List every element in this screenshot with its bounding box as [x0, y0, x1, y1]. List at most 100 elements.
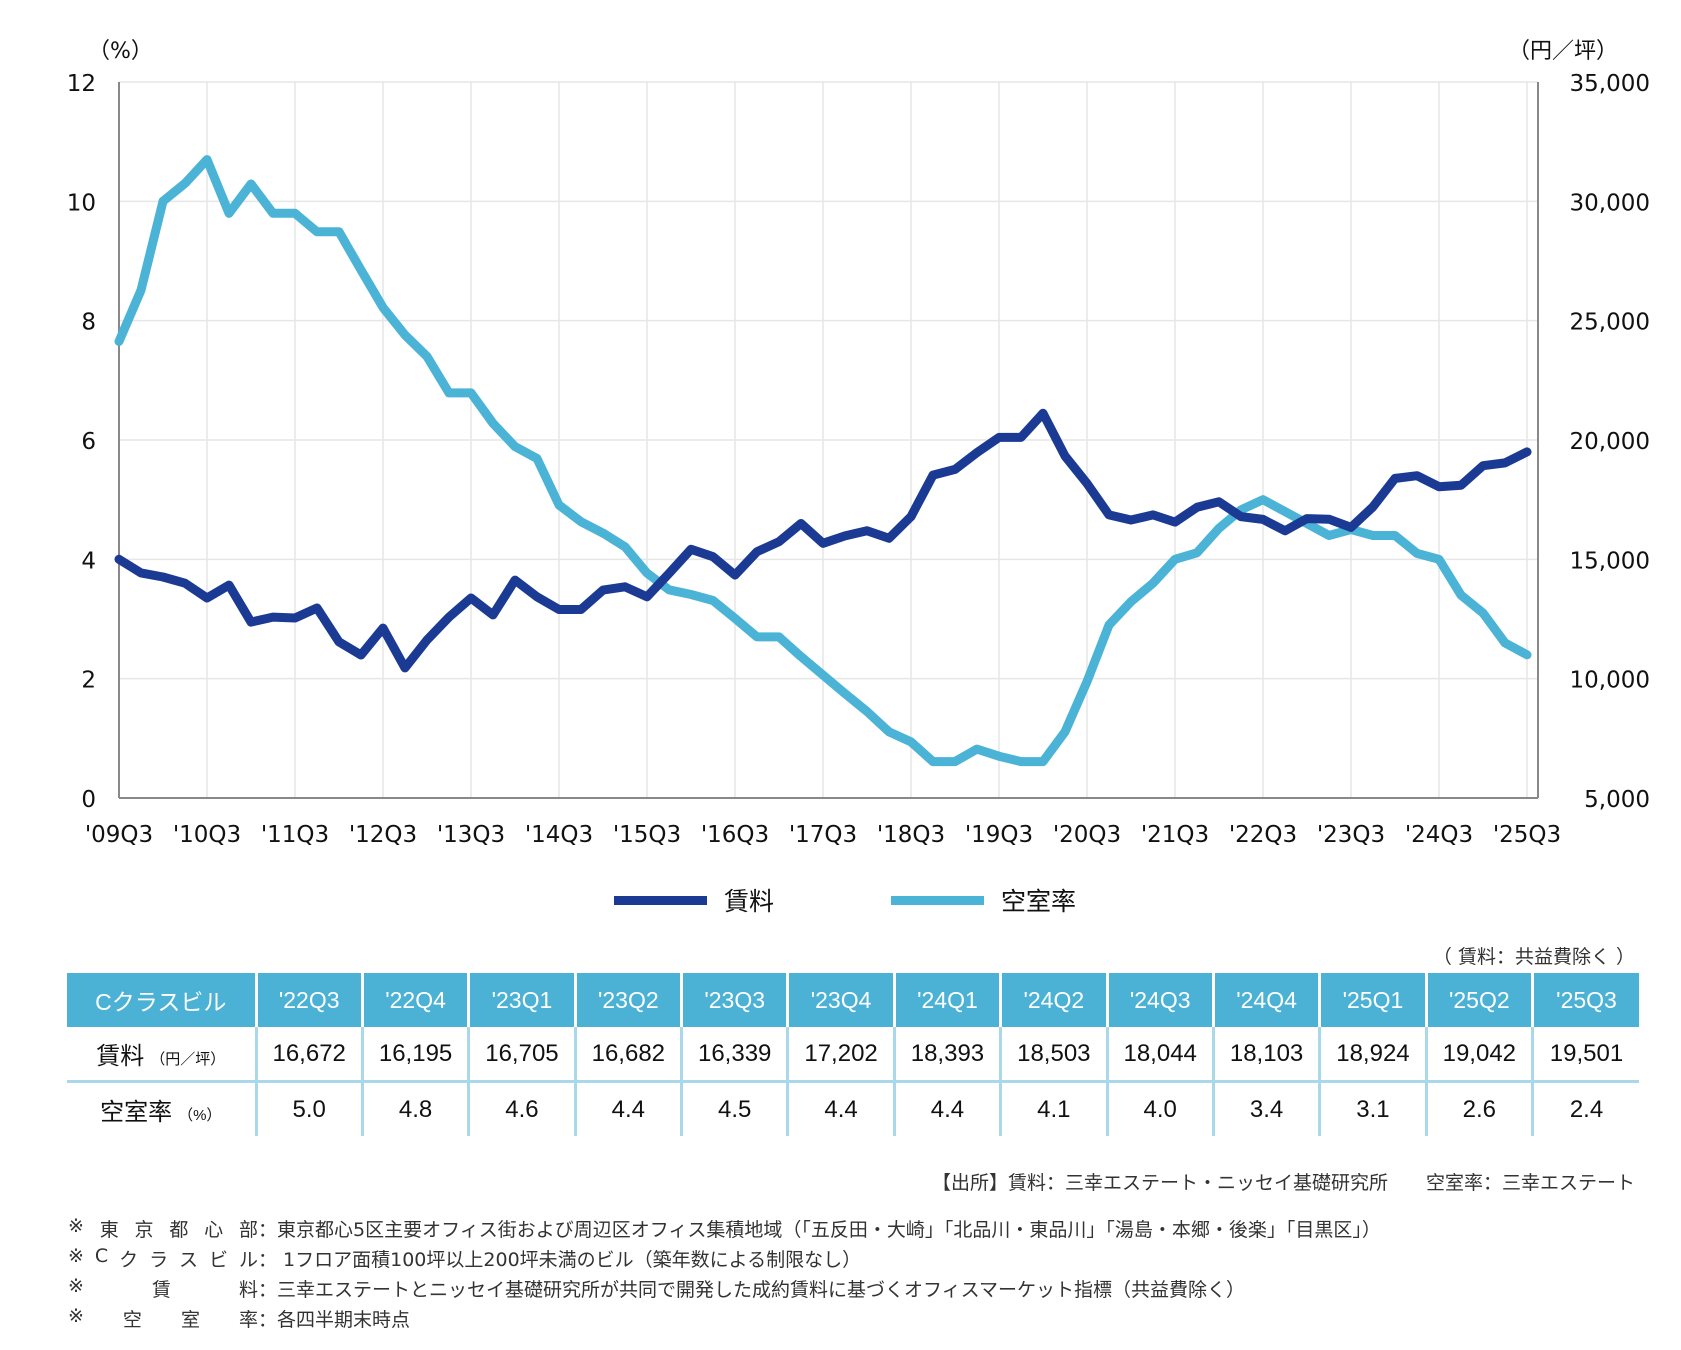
table-cell: 2.4	[1531, 1081, 1639, 1136]
footnote-text: ： 1フロア面積100坪以上200坪未満のビル（築年数による制限なし）	[258, 1248, 862, 1271]
table-column-header: '23Q1	[467, 973, 576, 1027]
table-cell: 4.4	[786, 1081, 895, 1136]
table-cell: 3.1	[1318, 1081, 1427, 1136]
table-cell: 16,195	[360, 1027, 469, 1083]
table-column-header: '22Q3	[254, 973, 363, 1027]
table-row-label: 空室率 （%）	[67, 1082, 256, 1137]
series-lines	[114, 155, 1532, 767]
table-cell: 19,042	[1424, 1027, 1533, 1083]
table-column-header: '25Q1	[1318, 973, 1427, 1027]
x-axis-tick-label: '24Q3	[1405, 822, 1473, 848]
row-unit-text: （%）	[178, 1107, 222, 1124]
x-axis-tick-label: '14Q3	[525, 822, 593, 848]
rent-vacancy-chart: 0 2 4 6 8 10 12 5,000 10,000 15,000 20,000 25,000 3…	[67, 39, 1650, 848]
legend-item-vacancy: 空室率	[891, 882, 1076, 918]
data-table: Cクラスビル '22Q3'22Q4'23Q1'23Q2'23Q3'23Q4'24…	[67, 973, 1639, 1136]
left-axis-tick-label: 12	[67, 71, 96, 97]
legend-label-vacancy: 空室率	[1001, 887, 1077, 916]
left-axis-tick-label: 0	[81, 787, 96, 813]
legend-swatch-vacancy	[891, 895, 984, 905]
table-column-header: '24Q2	[999, 973, 1107, 1027]
table-column-header: '22Q4	[360, 973, 469, 1027]
right-axis-tick-label: 30,000	[1570, 190, 1650, 216]
x-axis-tick-label: '10Q3	[173, 822, 241, 848]
x-axis-tick-label: '13Q3	[437, 822, 505, 848]
x-axis-tick-label: '20Q3	[1053, 822, 1121, 848]
table-column-header: '25Q3	[1531, 973, 1639, 1027]
legend-label-rent: 賃料	[724, 887, 775, 916]
x-axis-ticks: '09Q3 '10Q3 '11Q3 '12Q3 '13Q3 '14Q3 '15Q3 '16Q3…	[85, 822, 1561, 848]
table-cell: 4.6	[467, 1081, 576, 1136]
x-axis-tick-label: '18Q3	[877, 822, 945, 848]
x-axis-tick-label: '22Q3	[1229, 822, 1297, 848]
table-cell: 18,044	[1105, 1027, 1214, 1083]
table-cell: 16,339	[679, 1027, 788, 1083]
table-cell: 16,672	[254, 1027, 363, 1083]
x-axis-tick-label: '15Q3	[613, 822, 681, 848]
right-axis-tick-label: 10,000	[1570, 668, 1650, 694]
footnote-key: ※ 東京都心部	[68, 1214, 258, 1241]
row-label-text: 賃料	[96, 1043, 145, 1070]
right-axis-tick-label: 20,000	[1570, 429, 1650, 455]
table-cell: 19,501	[1531, 1027, 1639, 1083]
footnotes: ※ 東京都心部：東京都心5区主要オフィス街および周辺区オフィス集積地域（「五反田・…	[68, 1213, 1381, 1333]
footnote: ※ 東京都心部：東京都心5区主要オフィス街および周辺区オフィス集積地域（「五反田・…	[68, 1213, 1381, 1243]
table-cell: 18,103	[1211, 1027, 1320, 1083]
table-column-header: '23Q2	[573, 973, 682, 1027]
right-axis-tick-label: 15,000	[1570, 548, 1650, 574]
table-cell: 2.6	[1424, 1081, 1533, 1136]
table-cell: 4.1	[999, 1081, 1107, 1136]
table-column-header: '23Q4	[786, 973, 895, 1027]
table-column-header: '25Q2	[1424, 973, 1533, 1027]
table-cell: 18,393	[892, 1027, 1001, 1083]
table-cell: 3.4	[1211, 1081, 1320, 1136]
source-note: 【出所】賃料：三幸エステート・ニッセイ基礎研究所 空室率：三幸エステート	[931, 1172, 1635, 1194]
x-axis-tick-label: '19Q3	[965, 822, 1033, 848]
right-axis-tick-label: 25,000	[1570, 310, 1650, 336]
footnote-text: ：三幸エステートとニッセイ基礎研究所が共同で開発した成約賃料に基づくオフィスマー…	[258, 1278, 1246, 1301]
right-axis-tick-label: 35,000	[1570, 71, 1650, 97]
table-corner-header: Cクラスビル	[67, 973, 256, 1027]
left-axis-tick-label: 10	[67, 190, 96, 216]
table-cell: 16,705	[467, 1027, 576, 1083]
x-axis-tick-label: '12Q3	[349, 822, 417, 848]
x-axis-tick-label: '16Q3	[701, 822, 769, 848]
table-cell: 18,924	[1318, 1027, 1427, 1083]
right-axis-ticks: 5,000 10,000 15,000 20,000 25,000 30,000 35,00…	[1570, 71, 1650, 813]
footnote: ※ 賃料：三幸エステートとニッセイ基礎研究所が共同で開発した成約賃料に基づくオフィ…	[68, 1273, 1381, 1303]
table-cell: 5.0	[254, 1081, 363, 1136]
x-axis-tick-label: '17Q3	[789, 822, 857, 848]
row-unit-text: （円／坪）	[150, 1051, 226, 1068]
table-cell: 18,503	[999, 1027, 1107, 1083]
legend-item-rent: 賃料	[614, 882, 774, 918]
table-cell: 17,202	[786, 1027, 895, 1083]
footnote-text: ：各四半期末時点	[258, 1308, 411, 1331]
table-note: （ 賃料：共益費除く ）	[1432, 946, 1635, 968]
table-cell: 4.8	[360, 1081, 469, 1136]
legend-swatch-rent	[614, 895, 707, 905]
x-axis-tick-label: '09Q3	[85, 822, 153, 848]
table-cell: 4.5	[679, 1081, 788, 1136]
table-cell: 4.4	[573, 1081, 682, 1136]
x-axis-tick-label: '11Q3	[261, 822, 329, 848]
table-row-label: 賃料 （円／坪）	[67, 1027, 256, 1083]
table-column-header: '24Q4	[1211, 973, 1320, 1027]
left-axis-tick-label: 4	[81, 548, 96, 574]
footnote-key: ※ 賃料	[68, 1274, 258, 1301]
table-column-header: '23Q3	[679, 973, 788, 1027]
x-axis-tick-label: '25Q3	[1493, 822, 1561, 848]
left-axis-tick-label: 2	[81, 668, 96, 694]
table-column-header: '24Q1	[892, 973, 1001, 1027]
grid-lines	[119, 81, 1538, 799]
footnote-key: ※ 空室率	[68, 1304, 258, 1331]
right-axis-tick-label: 5,000	[1584, 787, 1650, 813]
x-axis-tick-label: '23Q3	[1317, 822, 1385, 848]
table-cell: 4.0	[1105, 1081, 1214, 1136]
left-axis-ticks: 0 2 4 6 8 10 12	[67, 71, 96, 813]
table-row-rent: 賃料 （円／坪） 16,672 16,195 16,705 16,682 16,339 17,…	[67, 1027, 1639, 1083]
left-axis-tick-label: 8	[81, 310, 96, 336]
x-axis-tick-label: '21Q3	[1141, 822, 1209, 848]
left-axis-unit-label: （%）	[88, 39, 153, 64]
table-cell: 4.4	[892, 1081, 1001, 1136]
left-axis-tick-label: 6	[81, 429, 96, 455]
